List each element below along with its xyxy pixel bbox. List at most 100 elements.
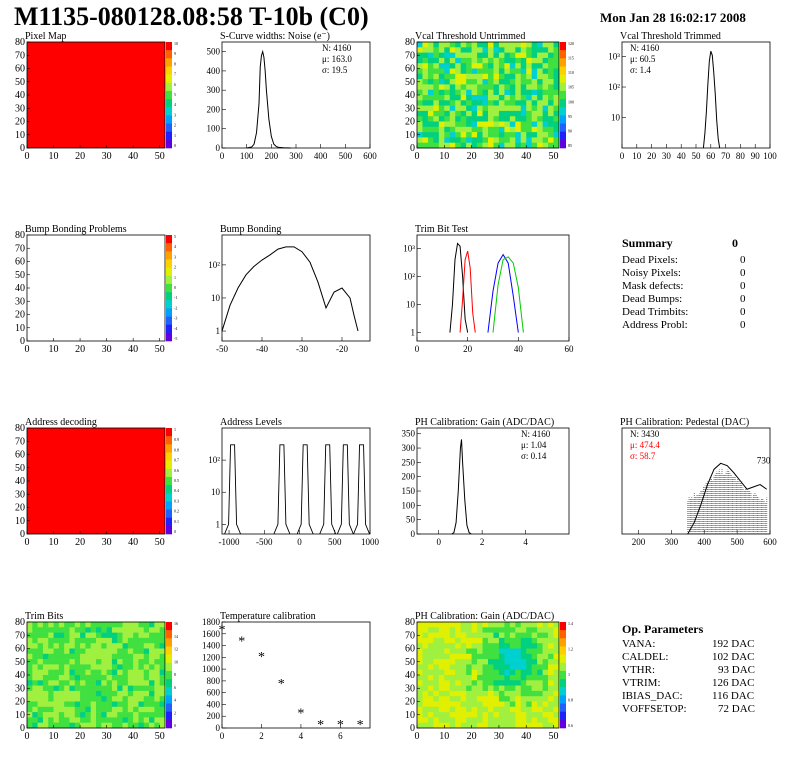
heatmap-cell xyxy=(433,664,440,670)
heatmap-cell xyxy=(455,717,461,723)
x-tick-label: 1000 xyxy=(361,537,380,547)
palette-tick-label: 10 xyxy=(174,659,178,664)
heatmap-cell xyxy=(48,712,54,718)
palette-tick-label: 8 xyxy=(174,61,176,66)
heatmap-cell xyxy=(548,627,554,633)
series-line xyxy=(687,462,768,535)
heatmap-cell xyxy=(32,722,38,729)
heatmap-cell xyxy=(444,68,451,75)
y-tick-label: 10 xyxy=(15,323,25,334)
heatmap-cell xyxy=(64,690,70,697)
heatmap-cell xyxy=(493,73,500,80)
heatmap-cell xyxy=(488,84,494,90)
heatmap-cell xyxy=(58,690,65,697)
heatmap-cell xyxy=(138,653,145,660)
heatmap-cell xyxy=(553,685,560,692)
heatmap-cell xyxy=(37,664,44,670)
heatmap-cell xyxy=(537,63,543,69)
heatmap-cell xyxy=(515,643,522,649)
y-tick-label: 0 xyxy=(411,529,416,539)
heatmap-cell xyxy=(143,669,150,676)
heatmap-cell xyxy=(48,648,54,655)
heatmap-cell xyxy=(58,712,65,718)
heatmap-cell xyxy=(444,116,451,122)
heatmap-cell xyxy=(548,643,554,649)
heatmap-cell xyxy=(417,57,423,64)
palette-swatch xyxy=(560,622,566,631)
chart-title: Trim Bit Test xyxy=(415,224,468,235)
heatmap-cell xyxy=(504,643,511,649)
heatmap-cell xyxy=(466,643,472,649)
heatmap-cell xyxy=(537,632,543,639)
heatmap-cell xyxy=(80,643,86,649)
x-tick-label: 300 xyxy=(665,537,679,547)
heatmap-cell xyxy=(427,47,434,53)
heatmap-cell xyxy=(48,653,54,660)
heatmap-cell xyxy=(449,659,456,665)
heatmap-cell xyxy=(542,126,549,133)
heatmap-cell xyxy=(504,52,511,59)
heatmap-cell xyxy=(542,68,549,75)
heatmap-cell xyxy=(149,643,155,649)
stats-line: μ: 163.0 xyxy=(322,54,352,64)
heatmap-cell xyxy=(417,142,423,149)
heatmap-cell xyxy=(422,95,429,101)
heatmap-cell xyxy=(417,690,423,697)
heatmap-cell xyxy=(498,643,505,649)
heatmap-cell xyxy=(69,712,76,718)
y-tick-label: 50 xyxy=(405,657,415,668)
heatmap-cell xyxy=(154,622,160,628)
palette-tick-label: 4 xyxy=(174,698,176,703)
y-tick-label: 400 xyxy=(207,699,221,709)
heatmap-cell xyxy=(69,675,76,681)
heatmap-cell xyxy=(504,89,511,96)
heatmap-cell xyxy=(488,664,494,670)
heatmap-cell xyxy=(106,637,113,644)
heatmap-cell xyxy=(482,627,489,633)
heatmap-cell xyxy=(504,126,511,133)
heatmap-cell xyxy=(96,643,102,649)
heatmap-cell xyxy=(449,648,456,655)
chart-address-levels xyxy=(221,427,371,535)
heatmap-cell xyxy=(444,706,451,713)
heatmap-cell xyxy=(542,653,549,660)
heatmap-cell xyxy=(417,73,423,80)
heatmap-cell xyxy=(477,622,483,628)
heatmap-cell xyxy=(477,627,483,633)
palette-tick-label: 14 xyxy=(174,634,178,639)
heatmap-cell xyxy=(149,622,155,628)
heatmap-cell xyxy=(154,675,160,681)
x-tick-label: -30 xyxy=(296,344,308,354)
heatmap-cell xyxy=(90,696,97,702)
heatmap-cell xyxy=(460,664,467,670)
heatmap-cell xyxy=(143,637,150,644)
heatmap-cell xyxy=(444,717,451,723)
heatmap-cell xyxy=(477,132,483,138)
palette-tick-label: 3 xyxy=(174,112,176,117)
heatmap-cell xyxy=(37,706,44,713)
heatmap-cell xyxy=(537,685,543,692)
heatmap-cell xyxy=(58,680,65,686)
heatmap-cell xyxy=(455,680,461,686)
heatmap-cell xyxy=(117,712,123,718)
heatmap-cell xyxy=(509,712,516,718)
heatmap-cell xyxy=(542,116,549,122)
heatmap-cell xyxy=(127,659,134,665)
heatmap-cell xyxy=(548,95,554,101)
heatmap-cell xyxy=(138,664,145,670)
stats-line: N: 4160 xyxy=(521,429,551,439)
heatmap-cell xyxy=(498,669,505,676)
heatmap-cell xyxy=(80,653,86,660)
heatmap-cell xyxy=(433,110,440,117)
heatmap-cell xyxy=(48,643,54,649)
heatmap-cell xyxy=(455,52,461,59)
heatmap-cell xyxy=(149,637,155,644)
heatmap-cell xyxy=(101,685,107,692)
heatmap-cell xyxy=(509,680,516,686)
heatmap-cell xyxy=(433,622,440,628)
heatmap-cell xyxy=(32,637,38,644)
heatmap-cell xyxy=(455,79,461,85)
chart-title: Pixel Map xyxy=(25,31,66,42)
heatmap-cell xyxy=(69,643,76,649)
palette-tick-label: 0 xyxy=(174,723,176,728)
